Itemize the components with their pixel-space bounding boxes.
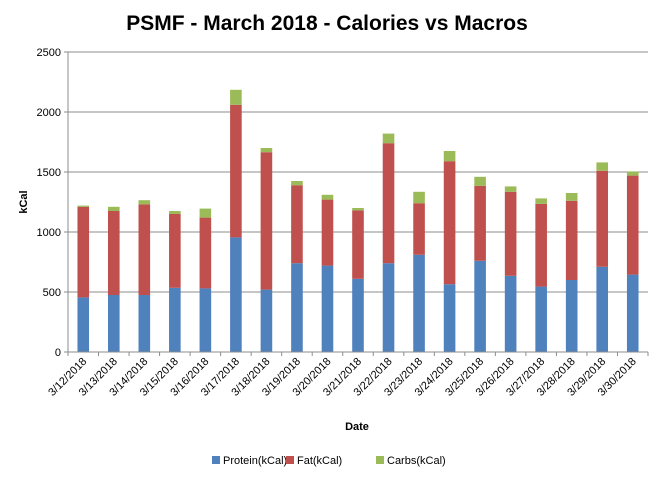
bar-segment-fat [352, 210, 364, 279]
bar-segment-protein [321, 265, 334, 352]
bar-segment-protein [504, 275, 517, 352]
bar-segment-protein [474, 260, 486, 352]
bar-segment-carbs [474, 176, 486, 186]
bar-segment-protein [596, 266, 609, 352]
legend-swatch [376, 456, 384, 464]
bar-segment-carbs [535, 198, 547, 204]
bar-segment-fat [77, 206, 90, 298]
y-tick-label: 2000 [37, 107, 61, 119]
bar-segment-carbs [382, 133, 395, 144]
bar-segment-protein [199, 288, 212, 352]
bar-segment-protein [413, 254, 425, 352]
y-tick-label: 1000 [37, 227, 61, 239]
y-tick-label: 500 [43, 287, 61, 299]
legend-swatch [286, 456, 294, 464]
bar-segment-protein [352, 278, 364, 352]
y-axis-label: kCal [18, 190, 30, 213]
bar-segment-carbs [413, 191, 425, 204]
bar-segment-protein [626, 274, 639, 352]
axes [67, 52, 648, 353]
bar-segment-protein [291, 263, 303, 352]
bar-segment-fat [596, 170, 609, 267]
bar-segment-fat [199, 217, 212, 289]
y-tick-label: 2500 [37, 47, 61, 59]
bar-segment-carbs [199, 208, 212, 218]
bar-segment-protein [138, 295, 151, 352]
bar-segment-carbs [260, 148, 273, 153]
bar-segment-fat [138, 204, 151, 295]
x-axis-label: Date [345, 421, 369, 433]
bar-segment-protein [169, 287, 181, 352]
bar-segment-carbs [107, 206, 120, 211]
legend: Protein(kCal) Fat(kCal) Carbs(kCal) [212, 455, 446, 467]
legend-label: Carbs(kCal) [387, 455, 446, 467]
bar-segment-protein [107, 295, 120, 352]
bar-segment-fat [260, 152, 273, 290]
gridlines [68, 51, 648, 293]
bar-segment-fat [169, 214, 181, 288]
bar-segment-carbs [565, 193, 578, 201]
bar-segment-carbs [352, 208, 364, 211]
x-axis-ticks: 3/12/20183/13/20183/14/20183/15/20183/16… [46, 352, 649, 399]
bar-segment-carbs [138, 200, 151, 205]
y-tick-label: 0 [55, 347, 61, 359]
bar-segment-fat [382, 143, 395, 264]
bar-segment-carbs [626, 171, 639, 176]
bars [77, 89, 639, 352]
bar-segment-fat [535, 203, 547, 287]
bar-segment-carbs [291, 181, 303, 186]
bar-segment-protein [230, 237, 242, 352]
bar-segment-carbs [321, 194, 334, 200]
legend-label: Protein(kCal) [223, 455, 287, 467]
bar-segment-carbs [169, 211, 181, 214]
bar-segment-fat [474, 185, 486, 261]
bar-segment-protein [565, 280, 578, 352]
bar-segment-protein [535, 286, 547, 352]
bar-segment-fat [107, 211, 120, 295]
y-tick-label: 1500 [37, 167, 61, 179]
bar-segment-fat [443, 161, 456, 285]
bar-segment-carbs [504, 186, 517, 192]
bar-segment-protein [77, 297, 90, 352]
bar-segment-carbs [77, 205, 90, 207]
bar-segment-carbs [596, 162, 609, 171]
bar-segment-protein [382, 263, 395, 352]
bar-segment-carbs [443, 151, 456, 162]
bar-segment-fat [230, 104, 242, 238]
bar-segment-fat [626, 175, 639, 275]
y-axis-ticks: 0 500 1000 1500 2000 2500 [37, 47, 68, 359]
bar-segment-fat [565, 200, 578, 280]
bar-segment-fat [321, 199, 334, 266]
legend-swatch [212, 456, 220, 464]
bar-segment-fat [504, 191, 517, 276]
bar-segment-protein [443, 284, 456, 352]
bar-segment-fat [413, 203, 425, 255]
bar-segment-carbs [230, 89, 242, 105]
legend-label: Fat(kCal) [297, 455, 342, 467]
bar-segment-fat [291, 185, 303, 264]
chart-title: PSMF - March 2018 - Calories vs Macros [126, 12, 528, 35]
bar-segment-protein [260, 289, 273, 352]
